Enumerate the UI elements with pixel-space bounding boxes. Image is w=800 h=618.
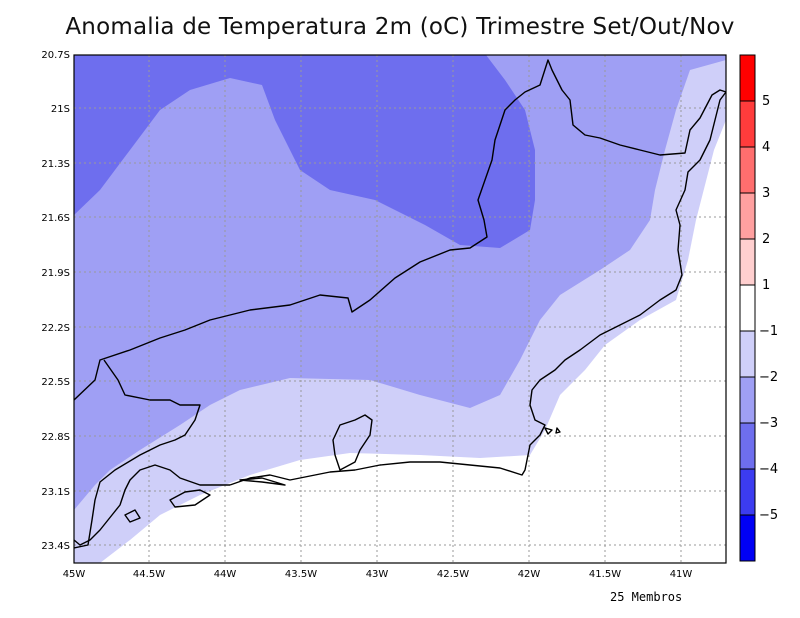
island-ilha-grande	[169, 489, 211, 508]
colorbar: 5 4 3 2 1 −1 −2 −3 −4 −5	[739, 54, 778, 562]
colorbar-swatch	[740, 469, 755, 515]
lat-tick-label: 22.8S	[41, 432, 70, 443]
state-boundary-west	[74, 359, 201, 549]
guanabara-bay	[332, 414, 373, 471]
lat-tick-label: 22.5S	[41, 377, 70, 388]
members-note: 25 Membros	[610, 590, 683, 604]
state-boundary-north	[74, 59, 726, 401]
lat-tick-label: 22.2S	[41, 323, 70, 334]
colorbar-label: 4	[762, 140, 770, 155]
lon-axis: 45W 44.5W 44W 43.5W 43W 42.5W 42W 41.5W …	[63, 569, 693, 580]
coast-islands-east	[544, 427, 561, 435]
lat-tick-label: 23.1S	[41, 487, 70, 498]
lon-tick-label: 44.5W	[133, 569, 165, 580]
colorbar-label: 1	[762, 278, 770, 293]
lon-tick-label: 42.5W	[437, 569, 469, 580]
plot-frame	[73, 54, 727, 564]
colorbar-label: −5	[759, 508, 778, 523]
lat-axis: 20.7S 21S 21.3S 21.6S 21.9S 22.2S 22.5S …	[41, 50, 70, 552]
lat-tick-label: 21.6S	[41, 213, 70, 224]
lat-tick-label: 21S	[51, 104, 70, 115]
colorbar-label: −3	[759, 416, 778, 431]
lon-tick-label: 44W	[214, 569, 237, 580]
anomaly-shading	[74, 55, 726, 563]
lat-tick-label: 20.7S	[41, 50, 70, 61]
colorbar-swatch	[740, 101, 755, 147]
lat-tick-label: 23.4S	[41, 541, 70, 552]
coastline-borders	[74, 59, 726, 549]
colorbar-swatch	[740, 285, 755, 331]
coastline-west	[74, 464, 230, 546]
colorbar-label: −1	[759, 324, 778, 339]
lon-tick-label: 43.5W	[285, 569, 317, 580]
lon-tick-label: 45W	[63, 569, 86, 580]
colorbar-swatch	[740, 515, 755, 561]
lon-tick-label: 41W	[670, 569, 693, 580]
map-grid	[74, 55, 726, 563]
colorbar-swatch	[740, 423, 755, 469]
colorbar-swatch	[740, 331, 755, 377]
lon-tick-label: 43W	[366, 569, 389, 580]
colorbar-label: 3	[762, 186, 770, 201]
colorbar-label: −4	[759, 462, 778, 477]
colorbar-swatch	[740, 55, 755, 101]
colorbar-swatch	[740, 147, 755, 193]
coastline-east	[229, 91, 726, 486]
colorbar-label: 2	[762, 232, 770, 247]
anomaly-zone-minus3-minus2	[74, 55, 726, 510]
anomaly-zone-minus4-minus3	[74, 55, 535, 248]
colorbar-swatch	[740, 377, 755, 423]
lon-tick-label: 41.5W	[589, 569, 621, 580]
map-title: Anomalia de Temperatura 2m (oC) Trimestr…	[65, 14, 735, 40]
island-small-2	[239, 477, 286, 486]
colorbar-label: 5	[762, 94, 770, 109]
colorbar-swatch	[740, 193, 755, 239]
island-small-1	[124, 509, 141, 523]
lon-tick-label: 42W	[518, 569, 541, 580]
colorbar-frame	[739, 54, 756, 562]
lat-tick-label: 21.9S	[41, 268, 70, 279]
colorbar-label: −2	[759, 370, 778, 385]
colorbar-swatch	[740, 239, 755, 285]
lat-tick-label: 21.3S	[41, 159, 70, 170]
